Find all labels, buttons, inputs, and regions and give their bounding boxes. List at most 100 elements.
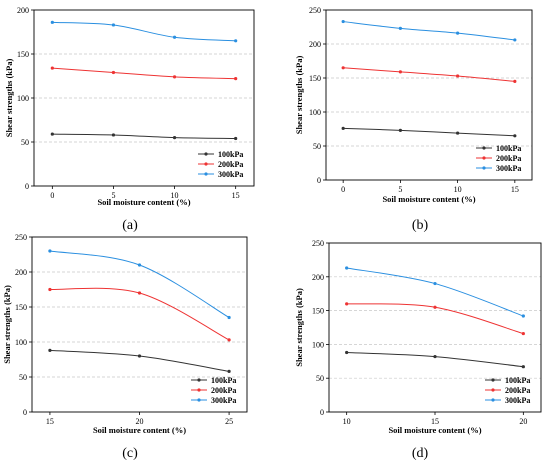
x-tick-label: 0 bbox=[341, 185, 345, 194]
y-tick-label: 0 bbox=[317, 176, 321, 185]
x-axis-label: Soil moisture content (%) bbox=[388, 425, 481, 435]
data-point bbox=[513, 134, 517, 138]
data-point bbox=[111, 70, 116, 75]
data-point bbox=[172, 136, 177, 140]
chart-panel-3: 0 50 100 150 200 250 15 20 25 Soil moisture conte… bbox=[2, 233, 248, 461]
y-axis-label: Shear strengths (kPa) bbox=[4, 59, 14, 138]
series-line-100kPa bbox=[49, 349, 230, 372]
legend-marker bbox=[491, 388, 495, 392]
x-tick-label: 15 bbox=[431, 417, 439, 426]
x-axis-label: Soil moisture content (%) bbox=[97, 197, 190, 207]
data-point bbox=[345, 302, 349, 306]
series-line-300kPa bbox=[49, 250, 230, 318]
y-tick-label: 150 bbox=[15, 303, 27, 312]
y-tick-label: 0 bbox=[25, 182, 29, 191]
y-axis-label: Shear strengths (kPa) bbox=[294, 56, 304, 135]
legend-marker bbox=[482, 156, 486, 160]
y-tick-label: 50 bbox=[21, 138, 29, 147]
data-point bbox=[341, 126, 345, 130]
y-tick-label: 50 bbox=[313, 142, 321, 151]
data-point bbox=[50, 132, 54, 136]
legend-entry: 200kPa bbox=[505, 386, 530, 395]
legend-entry: 300kPa bbox=[496, 164, 521, 173]
x-tick-label: 15 bbox=[232, 191, 240, 200]
x-axis-label: Soil moisture content (%) bbox=[382, 194, 475, 204]
data-point bbox=[456, 131, 460, 135]
x-tick-label: 0 bbox=[50, 191, 54, 200]
x-tick-label: 5 bbox=[111, 191, 115, 200]
legend-entry: 300kPa bbox=[218, 170, 243, 179]
series-line-100kPa bbox=[346, 352, 524, 368]
data-point bbox=[398, 128, 402, 132]
x-axis-label: Soil moisture content (%) bbox=[93, 425, 186, 435]
series-line-200kPa bbox=[49, 287, 230, 341]
legend-entry: 200kPa bbox=[218, 160, 243, 169]
x-tick-label: 15 bbox=[46, 417, 54, 426]
data-point bbox=[433, 354, 437, 359]
x-tick-label: 20 bbox=[519, 417, 527, 426]
legend-entry: 100kPa bbox=[218, 150, 243, 159]
panel-caption: (b) bbox=[412, 218, 429, 233]
chart-panel-4: 0 50 100 150 200 250 10 15 20 Soil moisture conte… bbox=[294, 239, 542, 461]
legend-entry: 200kPa bbox=[211, 386, 236, 395]
x-tick-label: 5 bbox=[398, 185, 402, 194]
data-point bbox=[172, 75, 177, 79]
x-tick-label: 25 bbox=[225, 417, 233, 426]
legend-marker bbox=[204, 172, 208, 176]
y-tick-label: 200 bbox=[17, 6, 29, 15]
chart-panel-2: 0 50 100 150 200 250 0 5 10 15 Soil moisture conte… bbox=[294, 6, 533, 233]
data-point bbox=[234, 136, 238, 141]
data-point bbox=[345, 350, 349, 355]
series-line-300kPa bbox=[52, 21, 236, 42]
legend-marker bbox=[197, 378, 201, 382]
data-point bbox=[48, 348, 52, 352]
x-tick-label: 10 bbox=[454, 185, 462, 194]
data-point bbox=[345, 266, 349, 270]
data-point bbox=[341, 19, 345, 24]
y-tick-label: 250 bbox=[312, 239, 324, 248]
y-tick-label: 100 bbox=[309, 108, 321, 117]
panel-caption: (c) bbox=[122, 446, 138, 461]
legend-marker bbox=[197, 398, 201, 402]
y-tick-label: 50 bbox=[316, 374, 324, 383]
legend-entry: 300kPa bbox=[505, 396, 530, 405]
y-tick-label: 150 bbox=[17, 50, 29, 59]
data-point bbox=[521, 331, 525, 336]
data-point bbox=[137, 354, 142, 358]
plot-frame bbox=[325, 9, 533, 181]
data-point bbox=[521, 314, 525, 318]
x-tick-label: 10 bbox=[343, 417, 351, 426]
panel-caption: (a) bbox=[122, 218, 138, 233]
data-point bbox=[513, 38, 517, 42]
data-point bbox=[227, 369, 231, 373]
data-point bbox=[513, 79, 517, 83]
y-tick-label: 100 bbox=[15, 338, 27, 347]
data-point bbox=[50, 20, 54, 24]
data-point bbox=[111, 133, 116, 137]
data-point bbox=[50, 66, 54, 70]
legend-marker bbox=[204, 162, 208, 166]
data-point bbox=[398, 26, 402, 30]
legend-marker bbox=[197, 388, 201, 392]
data-point bbox=[234, 77, 238, 81]
legend-entry: 100kPa bbox=[496, 144, 521, 153]
data-point bbox=[111, 23, 116, 27]
data-point bbox=[227, 338, 231, 342]
y-axis-label: Shear strengths (kPa) bbox=[2, 285, 12, 364]
series-line-200kPa bbox=[52, 67, 236, 80]
y-tick-label: 50 bbox=[19, 373, 27, 382]
legend-marker bbox=[204, 152, 208, 156]
series-line-300kPa bbox=[343, 21, 515, 41]
x-tick-label: 20 bbox=[136, 417, 144, 426]
legend-entry: 100kPa bbox=[211, 376, 236, 385]
y-tick-label: 150 bbox=[309, 74, 321, 83]
series-line-100kPa bbox=[52, 133, 236, 139]
data-point bbox=[433, 281, 437, 286]
data-point bbox=[227, 315, 231, 320]
data-point bbox=[456, 31, 460, 35]
y-tick-label: 250 bbox=[15, 233, 27, 242]
y-tick-label: 100 bbox=[312, 340, 324, 349]
data-point bbox=[521, 365, 525, 369]
x-tick-label: 15 bbox=[511, 185, 519, 194]
